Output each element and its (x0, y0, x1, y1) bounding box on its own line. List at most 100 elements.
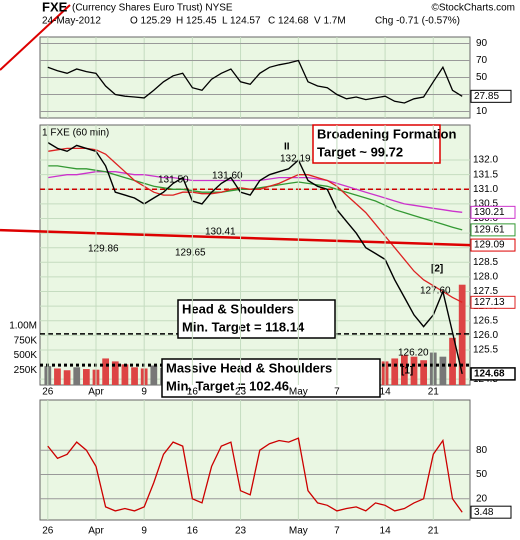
volume-bar (82, 369, 90, 385)
volume-tick-label: 250K (14, 365, 38, 376)
volume-bar (400, 355, 408, 385)
volume-bar (410, 356, 418, 385)
annotation: 129.86 (88, 244, 119, 255)
y-tick-label: 90 (476, 38, 488, 49)
annotation: [1] (401, 366, 413, 377)
stat: C 124.68 (268, 16, 309, 27)
last-price-label: 124.68 (474, 369, 505, 380)
x-tick-label: 26 (42, 387, 54, 398)
y-tick-label: 127.5 (473, 286, 498, 297)
volume-bar (111, 361, 119, 385)
rsi-line (47, 59, 463, 104)
volume-bar (131, 367, 138, 385)
x-tick-label: Apr (88, 526, 104, 537)
y-tick-label: 132.0 (473, 155, 498, 166)
y-tick-label: 131.0 (473, 184, 498, 195)
annotation: II (284, 142, 290, 153)
last-value-label: 127.13 (474, 297, 505, 308)
annotation-text: Min. Target = 118.14 (182, 319, 305, 334)
annotation-box (177, 299, 336, 339)
last-value-box (470, 205, 516, 219)
y-tick-label: 10 (476, 106, 488, 117)
price-line (47, 141, 463, 375)
date: 24-May-2012 (42, 16, 101, 27)
overlay-line (47, 147, 463, 303)
y-tick-label: 20 (476, 493, 488, 504)
last-price-box (470, 367, 516, 381)
y-tick-label: 128.5 (473, 257, 498, 268)
last-value-label: 129.61 (474, 225, 505, 236)
stat: V 1.7M (314, 16, 346, 27)
y-tick-label: 126.0 (473, 330, 498, 341)
y-tick-label: 125.5 (473, 345, 498, 356)
volume-bar (102, 358, 110, 385)
last-value-box (470, 505, 512, 519)
volume-bar (54, 368, 61, 385)
price-panel (39, 124, 471, 386)
x-tick-label: May (289, 526, 308, 537)
last-value-box (470, 223, 516, 237)
x-tick-label: 14 (380, 526, 392, 537)
overlay-line (47, 171, 463, 213)
volume-tick-label: 750K (14, 335, 38, 346)
annotation: 126.20 (398, 348, 429, 359)
volume-bar (449, 337, 456, 385)
annotation: [2] (431, 264, 443, 275)
volume-bar (439, 356, 447, 385)
stoch-panel (39, 399, 471, 521)
x-tick-label: 7 (334, 387, 340, 398)
security-name: (Currency Shares Euro Trust) NYSE (72, 3, 233, 14)
annotation-text: Broadening Formation (317, 126, 456, 141)
volume-bar (73, 367, 81, 385)
x-tick-label: 23 (235, 387, 247, 398)
annotation-box (161, 358, 381, 398)
volume-tick-label: 500K (14, 350, 38, 361)
last-value-box (470, 89, 512, 103)
annotation: 127.60 (420, 286, 451, 297)
source: ©StockCharts.com (431, 3, 515, 14)
volume-bar (150, 365, 158, 385)
x-tick-label: May (289, 387, 308, 398)
volume-bar (458, 284, 466, 385)
last-value-label: 27.85 (474, 91, 499, 102)
y-tick-label: 50 (476, 72, 488, 83)
annotation: 131.60 (212, 171, 243, 182)
annotation-text: Massive Head & Shoulders (166, 360, 332, 375)
change: Chg -0.71 (-0.57%) (375, 16, 460, 27)
annotation-text: Min. Target = 102.46 (166, 378, 289, 393)
y-tick-label: 50 (476, 469, 488, 480)
annotation-text: Head & Shoulders (182, 301, 294, 316)
y-tick-label: 126.5 (473, 315, 498, 326)
annotation-text: Target ~ 99.72 (317, 144, 403, 159)
last-value-label: 129.09 (474, 240, 505, 251)
x-tick-label: 7 (334, 526, 340, 537)
annotation: 132.19 (280, 154, 311, 165)
x-tick-label: 26 (42, 526, 54, 537)
stat: H 125.45 (176, 16, 217, 27)
annotation-box (312, 124, 441, 164)
last-value-label: 130.21 (474, 207, 505, 218)
annotation: 131.50 (158, 175, 189, 186)
x-tick-label: 21 (428, 526, 440, 537)
volume-bar (391, 358, 399, 385)
x-tick-label: 21 (428, 387, 440, 398)
y-tick-label: 70 (476, 55, 488, 66)
last-value-box (470, 238, 516, 252)
trend-line-decor (0, 4, 71, 71)
stat: O 125.29 (130, 16, 172, 27)
x-tick-label: 16 (187, 526, 199, 537)
stoch-line (47, 437, 463, 513)
x-tick-label: 14 (380, 387, 392, 398)
last-value-box (470, 295, 516, 309)
x-tick-label: Apr (88, 387, 104, 398)
volume-bar (420, 360, 428, 385)
volume-bar (63, 370, 71, 385)
volume-tick-label: 1.00M (9, 321, 37, 332)
y-tick-label: 80 (476, 445, 488, 456)
volume-bar (121, 364, 129, 385)
y-tick-label: 128.0 (473, 272, 498, 283)
annotation: 130.41 (205, 227, 236, 238)
last-value-label: 3.48 (474, 507, 494, 518)
x-tick-label: 23 (235, 526, 247, 537)
